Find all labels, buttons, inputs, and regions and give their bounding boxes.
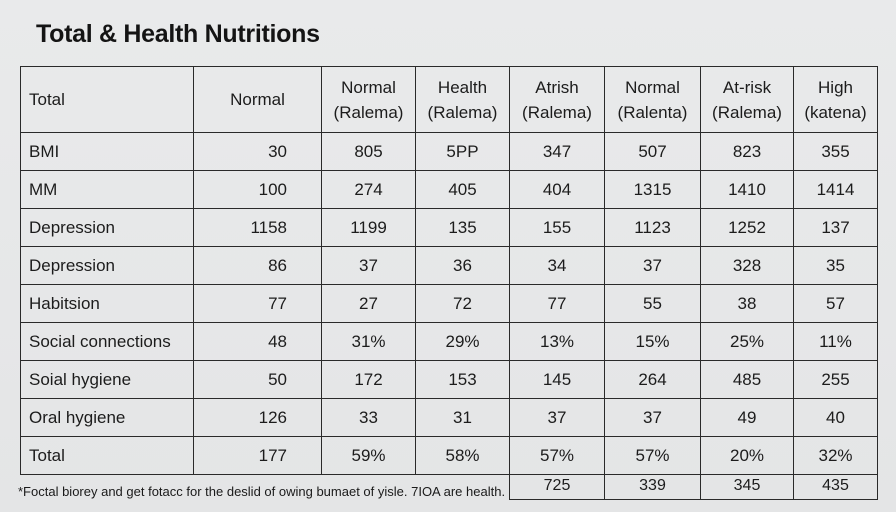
table-cell: 57% xyxy=(604,436,701,475)
table-cell: 1199 xyxy=(321,208,416,247)
table-row: MM 100 274 405 404 1315 1410 1414 xyxy=(20,170,878,209)
table-cell: 59% xyxy=(321,436,416,475)
table-cell: 137 xyxy=(793,208,878,247)
table-cell: 37 xyxy=(604,398,701,437)
column-header: At-risk (Ralema) xyxy=(700,66,794,133)
table-cell: 13% xyxy=(509,322,605,361)
column-header: Normal (Ralenta) xyxy=(604,66,701,133)
row-label: Soial hygiene xyxy=(20,360,194,399)
table-cell: 5PP xyxy=(415,132,510,171)
table-cell: 49 xyxy=(700,398,794,437)
table-cell: 25% xyxy=(700,322,794,361)
column-header: High (katena) xyxy=(793,66,878,133)
table-cell: 50 xyxy=(193,360,322,399)
table-header-row: Total Normal Normal (Ralema) Health (Ralem… xyxy=(20,66,878,133)
table-cell: 1252 xyxy=(700,208,794,247)
column-header: Health (Ralema) xyxy=(415,66,510,133)
table-cell: 1414 xyxy=(793,170,878,209)
table-cell: 27 xyxy=(321,284,416,323)
table-cell: 485 xyxy=(700,360,794,399)
table-cell: 32% xyxy=(793,436,878,475)
table-cell: 155 xyxy=(509,208,605,247)
table-cell: 100 xyxy=(193,170,322,209)
table-cell: 86 xyxy=(193,246,322,285)
table-cell: 31 xyxy=(415,398,510,437)
table-cell: 355 xyxy=(793,132,878,171)
extra-row-cell: 345 xyxy=(700,474,794,500)
table-cell: 58% xyxy=(415,436,510,475)
table-cell: 37 xyxy=(604,246,701,285)
table-row: BMI 30 805 5PP 347 507 823 355 xyxy=(20,132,878,171)
table-cell: 35 xyxy=(793,246,878,285)
row-label: Total xyxy=(20,436,194,475)
column-header: Normal xyxy=(193,66,322,133)
table-cell: 274 xyxy=(321,170,416,209)
table-cell: 145 xyxy=(509,360,605,399)
table-cell: 55 xyxy=(604,284,701,323)
extra-row-cell: 339 xyxy=(604,474,701,500)
table-cell: 31% xyxy=(321,322,416,361)
table-cell: 37 xyxy=(509,398,605,437)
table-cell: 823 xyxy=(700,132,794,171)
table-cell: 34 xyxy=(509,246,605,285)
table-cell: 77 xyxy=(193,284,322,323)
table-cell: 172 xyxy=(321,360,416,399)
row-label: Depression xyxy=(20,246,194,285)
table-row: Soial hygiene 50 172 153 145 264 485 255 xyxy=(20,360,878,399)
table-cell: 153 xyxy=(415,360,510,399)
table-cell: 264 xyxy=(604,360,701,399)
table-cell: 805 xyxy=(321,132,416,171)
column-header: Normal (Ralema) xyxy=(321,66,416,133)
row-label: BMI xyxy=(20,132,194,171)
table-cell: 126 xyxy=(193,398,322,437)
table-cell: 347 xyxy=(509,132,605,171)
table-row: Social connections 48 31% 29% 13% 15% 25% 11% xyxy=(20,322,878,361)
table-cell: 38 xyxy=(700,284,794,323)
row-label: Social connections xyxy=(20,322,194,361)
extra-row-cell: 435 xyxy=(793,474,878,500)
table-cell: 15% xyxy=(604,322,701,361)
column-header: Total xyxy=(20,66,194,133)
table-cell: 404 xyxy=(509,170,605,209)
table-cell: 1315 xyxy=(604,170,701,209)
table-cell: 405 xyxy=(415,170,510,209)
footnote: *Foctal biorey and get fotacc for the de… xyxy=(18,484,506,499)
table-cell: 507 xyxy=(604,132,701,171)
table-cell: 57 xyxy=(793,284,878,323)
table-cell: 29% xyxy=(415,322,510,361)
table-cell: 40 xyxy=(793,398,878,437)
table-cell: 1158 xyxy=(193,208,322,247)
row-label: MM xyxy=(20,170,194,209)
table-cell: 33 xyxy=(321,398,416,437)
table-cell: 77 xyxy=(509,284,605,323)
row-label: Depression xyxy=(20,208,194,247)
table-cell: 328 xyxy=(700,246,794,285)
table-cell: 11% xyxy=(793,322,878,361)
nutrition-table: Total Normal Normal (Ralema) Health (Ralem… xyxy=(20,66,878,475)
table-row: Depression 1158 1199 135 155 1123 1252 137 xyxy=(20,208,878,247)
table-row: Oral hygiene 126 33 31 37 37 49 40 xyxy=(20,398,878,437)
table-row: Habitsion 77 27 72 77 55 38 57 xyxy=(20,284,878,323)
table-cell: 72 xyxy=(415,284,510,323)
table-row: Total 177 59% 58% 57% 57% 20% 32% xyxy=(20,436,878,475)
table-cell: 1123 xyxy=(604,208,701,247)
table-cell: 48 xyxy=(193,322,322,361)
table-cell: 30 xyxy=(193,132,322,171)
table-cell: 255 xyxy=(793,360,878,399)
table-cell: 36 xyxy=(415,246,510,285)
page-title: Total & Health Nutritions xyxy=(36,20,320,48)
extra-row-cell: 725 xyxy=(509,474,605,500)
table-row: Depression 86 37 36 34 37 328 35 xyxy=(20,246,878,285)
row-label: Habitsion xyxy=(20,284,194,323)
column-header: Atrish (Ralema) xyxy=(509,66,605,133)
row-label: Oral hygiene xyxy=(20,398,194,437)
table-cell: 57% xyxy=(509,436,605,475)
table-cell: 20% xyxy=(700,436,794,475)
table-cell: 37 xyxy=(321,246,416,285)
table-cell: 177 xyxy=(193,436,322,475)
table-cell: 1410 xyxy=(700,170,794,209)
table-cell: 135 xyxy=(415,208,510,247)
